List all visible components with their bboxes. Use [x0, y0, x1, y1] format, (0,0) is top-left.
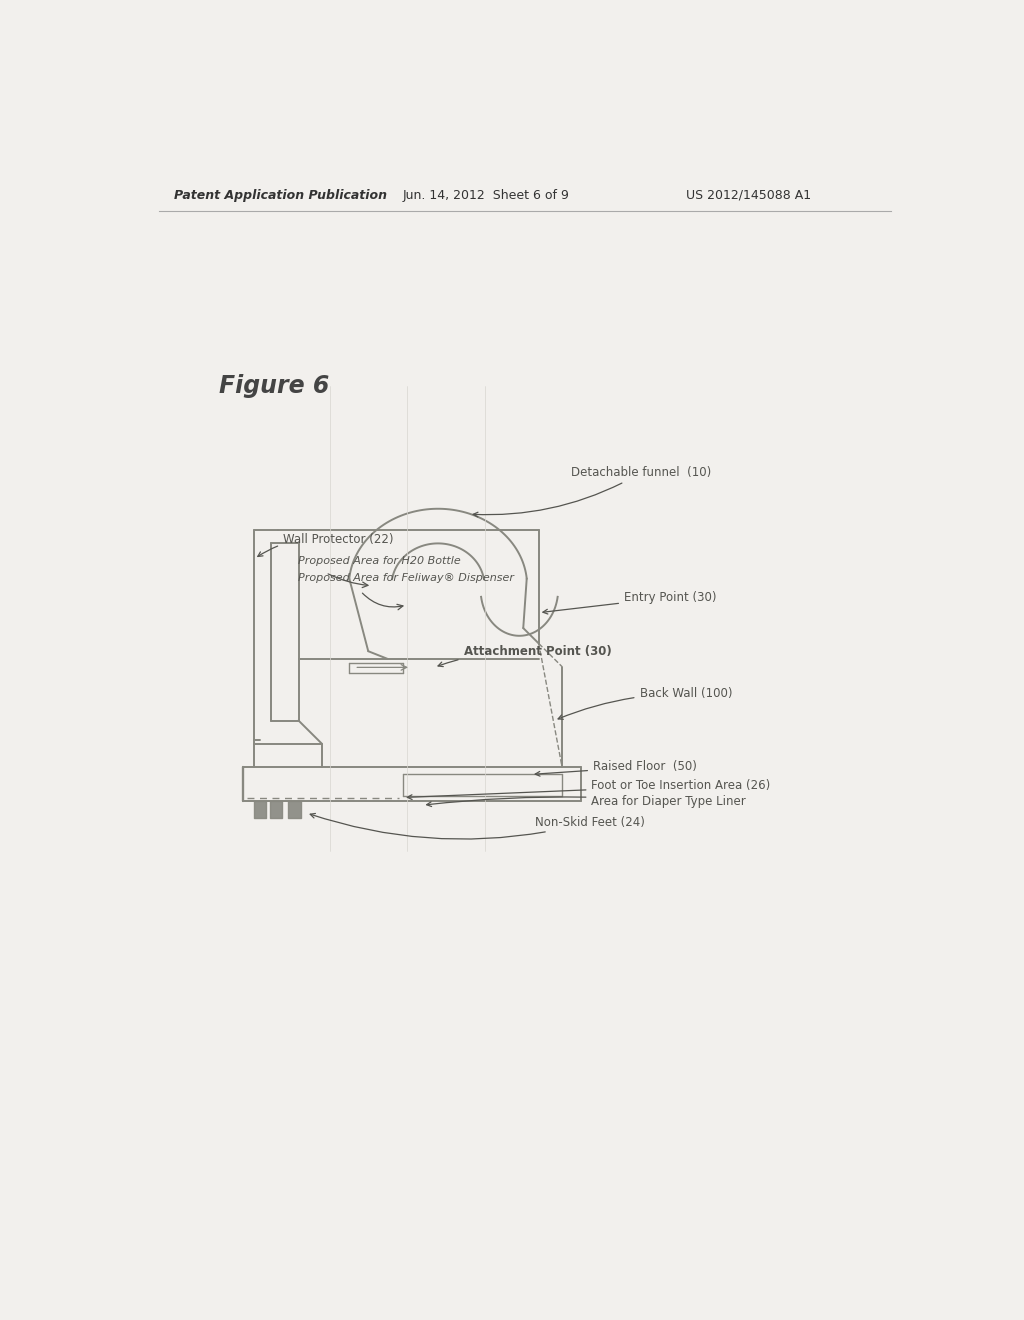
- Text: Back Wall (100): Back Wall (100): [558, 686, 732, 719]
- Text: Non-Skid Feet (24): Non-Skid Feet (24): [310, 813, 645, 840]
- Text: Proposed Area for Feliway® Dispenser: Proposed Area for Feliway® Dispenser: [299, 573, 514, 583]
- Text: US 2012/145088 A1: US 2012/145088 A1: [686, 189, 811, 202]
- Text: Entry Point (30): Entry Point (30): [543, 591, 717, 614]
- Text: Figure 6: Figure 6: [219, 374, 330, 397]
- Text: Foot or Toe Insertion Area (26): Foot or Toe Insertion Area (26): [408, 779, 771, 800]
- Text: Area for Diaper Type Liner: Area for Diaper Type Liner: [427, 795, 746, 808]
- Text: Patent Application Publication: Patent Application Publication: [174, 189, 387, 202]
- Text: Jun. 14, 2012  Sheet 6 of 9: Jun. 14, 2012 Sheet 6 of 9: [403, 189, 570, 202]
- Text: Proposed Area for H20 Bottle: Proposed Area for H20 Bottle: [299, 556, 461, 566]
- Text: Attachment Point (30): Attachment Point (30): [438, 644, 611, 667]
- Text: Raised Floor  (50): Raised Floor (50): [536, 760, 697, 776]
- Text: Detachable funnel  (10): Detachable funnel (10): [473, 466, 712, 517]
- Text: Wall Protector (22): Wall Protector (22): [258, 533, 393, 557]
